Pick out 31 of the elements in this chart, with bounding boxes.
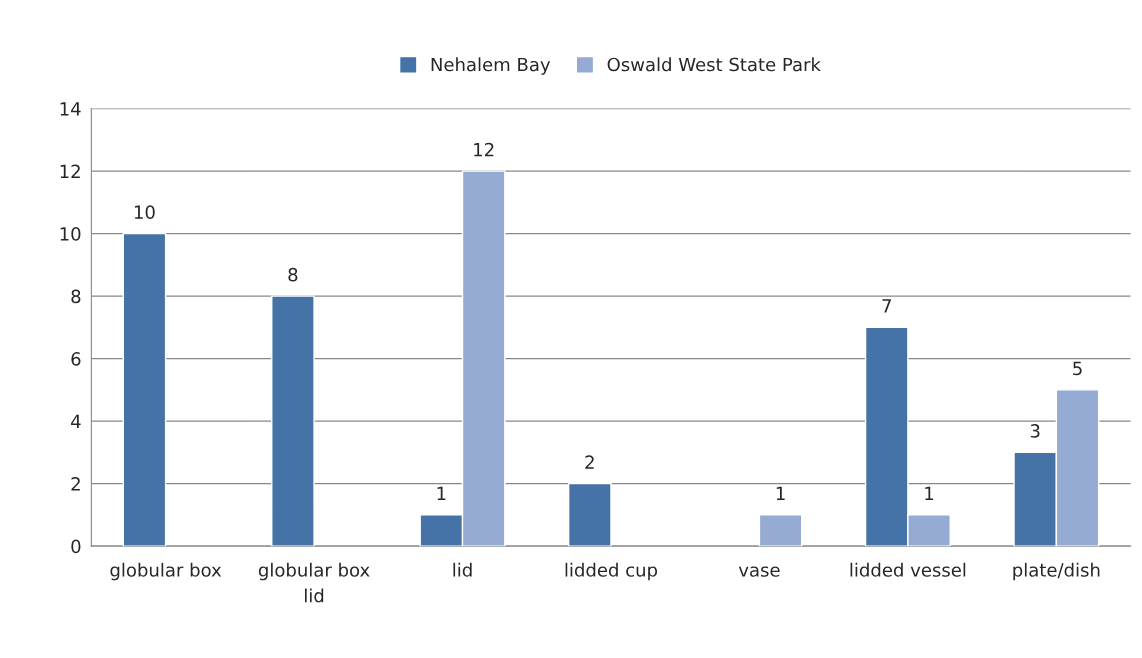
data-label: 7 <box>882 299 891 313</box>
x-tick-label: globular box lid <box>258 562 370 603</box>
y-tick-label: 6 <box>71 352 81 366</box>
bar <box>758 514 803 547</box>
data-label: 1 <box>925 486 934 501</box>
x-tick-label: plate/dish <box>1013 562 1100 581</box>
x-tick-label: vase <box>738 566 780 577</box>
y-tick-label: 4 <box>71 414 81 428</box>
legend-label: Oswald West State Park <box>607 57 821 72</box>
data-label: 1 <box>437 486 446 501</box>
y-tick-label: 12 <box>60 164 80 178</box>
data-label: 3 <box>1030 424 1040 438</box>
data-label: 12 <box>474 142 494 157</box>
y-tick-label: 0 <box>71 539 81 554</box>
x-tick-label: lidded vessel <box>850 562 966 577</box>
y-tick-label: 14 <box>60 102 81 116</box>
y-tick-label: 8 <box>71 289 81 304</box>
bar <box>567 482 612 547</box>
y-tick-label: 2 <box>71 477 80 491</box>
data-label: 1 <box>776 486 785 501</box>
bar <box>271 295 315 547</box>
x-tick-label: lidded cup <box>565 562 658 581</box>
x-tick-label: globular box <box>110 562 222 581</box>
data-label: 8 <box>288 267 298 282</box>
data-label: 5 <box>1073 361 1082 376</box>
y-tick-label: 10 <box>60 227 81 241</box>
x-tick-label: lid <box>453 562 472 577</box>
data-label: 2 <box>585 455 594 469</box>
bar <box>122 232 167 547</box>
data-label: 10 <box>134 205 155 219</box>
legend-label: Nehalem Bay <box>431 57 551 75</box>
